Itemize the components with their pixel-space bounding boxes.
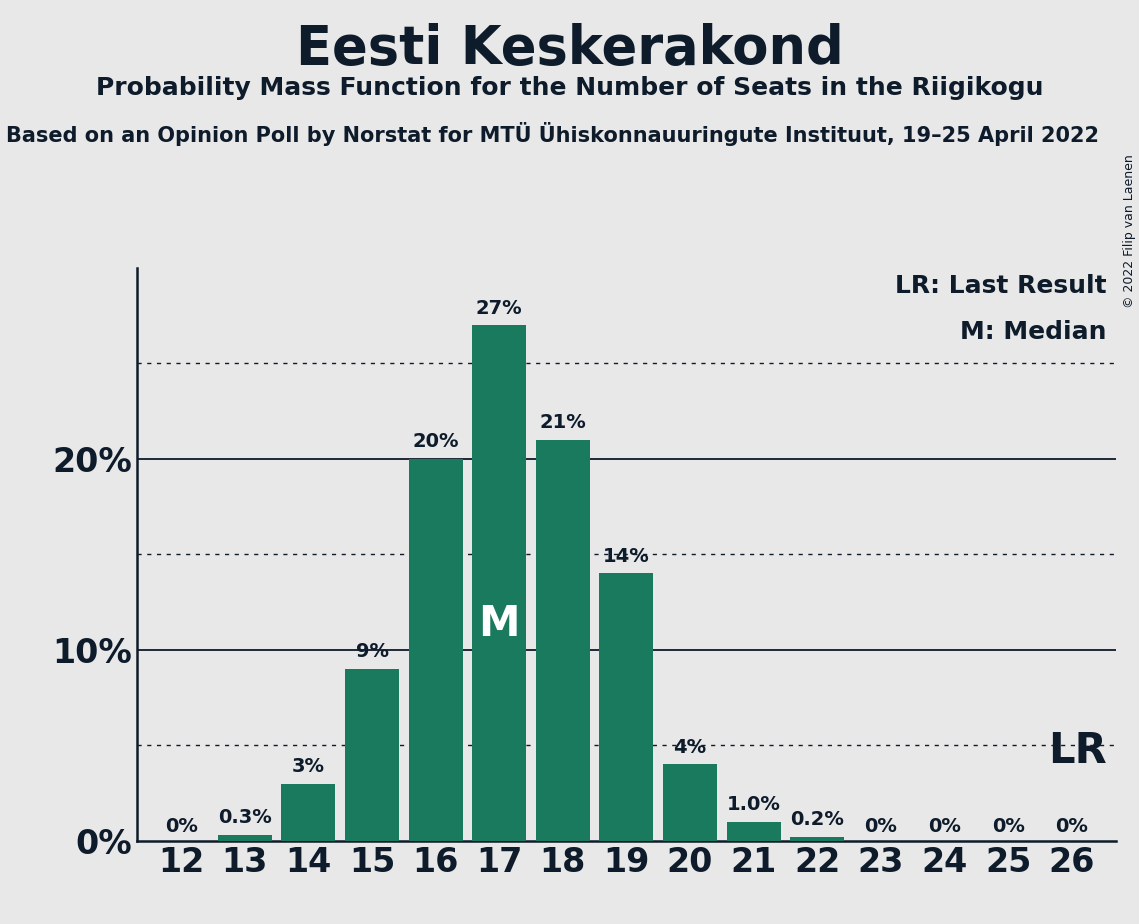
Text: 0.2%: 0.2% — [790, 810, 844, 830]
Bar — [345, 669, 399, 841]
Text: 0%: 0% — [865, 817, 898, 836]
Bar — [727, 821, 780, 841]
Bar — [218, 835, 272, 841]
Bar — [663, 764, 718, 841]
Text: 3%: 3% — [292, 757, 325, 776]
Text: Based on an Opinion Poll by Norstat for MTÜ Ühiskonnauuringute Instituut, 19–25 : Based on an Opinion Poll by Norstat for … — [6, 122, 1099, 146]
Text: 9%: 9% — [355, 642, 388, 662]
Text: M: Median: M: Median — [960, 320, 1106, 344]
Bar — [790, 837, 844, 841]
Bar — [599, 574, 654, 841]
Bar — [409, 459, 462, 841]
Text: Probability Mass Function for the Number of Seats in the Riigikogu: Probability Mass Function for the Number… — [96, 76, 1043, 100]
Bar — [473, 325, 526, 841]
Text: 21%: 21% — [540, 413, 587, 432]
Text: 4%: 4% — [673, 738, 706, 757]
Bar — [535, 440, 590, 841]
Text: 0%: 0% — [1055, 817, 1088, 836]
Text: Eesti Keskerakond: Eesti Keskerakond — [296, 23, 843, 75]
Text: 0%: 0% — [992, 817, 1024, 836]
Text: 0%: 0% — [165, 817, 198, 836]
Text: 27%: 27% — [476, 298, 523, 318]
Text: 1.0%: 1.0% — [727, 796, 780, 814]
Text: M: M — [478, 603, 521, 645]
Text: LR: LR — [1048, 730, 1106, 772]
Text: 0%: 0% — [928, 817, 961, 836]
Text: 14%: 14% — [603, 547, 650, 565]
Text: 20%: 20% — [412, 432, 459, 451]
Bar — [281, 784, 336, 841]
Text: © 2022 Filip van Laenen: © 2022 Filip van Laenen — [1123, 154, 1136, 308]
Text: 0.3%: 0.3% — [218, 808, 272, 828]
Text: LR: Last Result: LR: Last Result — [895, 274, 1106, 298]
